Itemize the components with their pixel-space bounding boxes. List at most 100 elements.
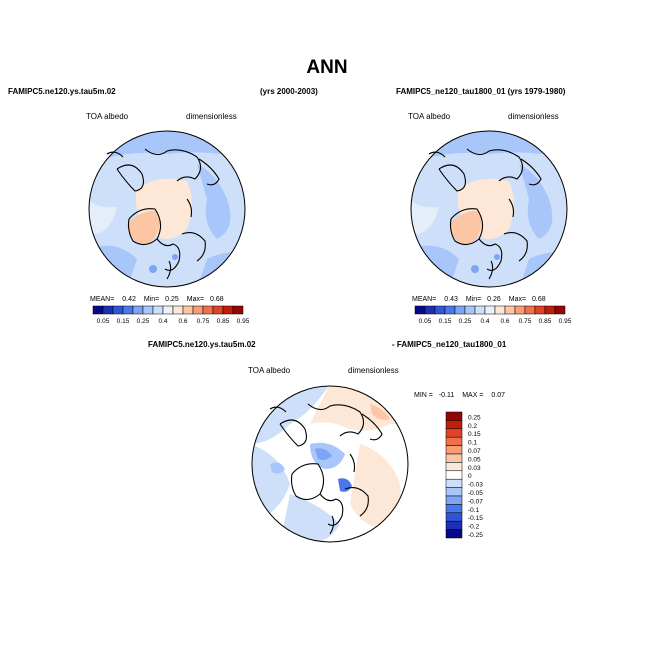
colorbar-swatch [192, 305, 204, 315]
colorbar-tick-label: -0.15 [468, 515, 483, 522]
map-coastlines [428, 148, 542, 280]
left-min-value: 0.25 [165, 296, 179, 303]
colorbar-tick-label: 0.85 [539, 318, 552, 325]
colorbar-swatch [182, 305, 194, 315]
left-case-name: FAMIPC5.ne120.ys.tau5m.02 [8, 87, 116, 96]
colorbar-swatch [152, 305, 164, 315]
colorbar-swatch [484, 305, 496, 315]
diff-min-label: MIN = [414, 392, 433, 399]
colorbar-swatch [445, 411, 463, 421]
colorbar-tick-label: 0.4 [158, 318, 167, 325]
diff-variable-label: TOA albedo [248, 366, 291, 375]
colorbar-swatch [524, 305, 536, 315]
colorbar-tick-label: -0.1 [468, 507, 480, 514]
colorbar-swatch [554, 305, 566, 315]
figure-title: ANN [306, 57, 348, 78]
colorbar-tick-label: 0.15 [117, 318, 130, 325]
left-mean-label: MEAN= [90, 296, 115, 303]
map-border [410, 130, 568, 288]
diff-max-value: 0.07 [491, 392, 505, 399]
colorbar-tick-label: 0 [468, 473, 472, 480]
colorbar-swatch [444, 305, 456, 315]
right-min-label: Min= [465, 296, 482, 303]
colorbar-swatch [445, 462, 463, 472]
colorbar-tick-label: 0.6 [178, 318, 187, 325]
colorbar-swatch [102, 305, 114, 315]
colorbar-tick-label: -0.05 [468, 490, 483, 497]
colorbar-tick-label: 0.95 [237, 318, 250, 325]
colorbar-swatch [454, 305, 466, 315]
colorbar-tick-label: 0.25 [468, 414, 481, 421]
colorbar-tick-label: 0.05 [468, 456, 481, 463]
colorbar-swatch [445, 428, 463, 438]
colorbar-swatch [232, 305, 244, 315]
colorbar-tick-label: 0.2 [468, 423, 477, 430]
colorbar-swatch [445, 436, 463, 446]
left-max-label: Max= [186, 296, 205, 303]
colorbar-tick-label: 0.85 [217, 318, 230, 325]
colorbar-swatch [445, 445, 463, 455]
colorbar-tick-label: 0.05 [97, 318, 110, 325]
left-polar-map [88, 130, 246, 288]
map-greenland [449, 210, 482, 245]
colorbar-swatch [445, 495, 463, 505]
map-greenland [127, 210, 160, 245]
map-border [88, 130, 246, 288]
left-min-label: Min= [143, 296, 160, 303]
left-stats: MEAN= 0.42 Min= 0.25 Max= 0.68 [90, 296, 224, 303]
left-colorbar: 0.05 0.15 0.25 0.4 0.6 0.75 0.85 0.95 [92, 305, 250, 325]
colorbar-tick-label: 0.95 [559, 318, 572, 325]
colorbar-tick-label: -0.25 [468, 532, 483, 539]
colorbar-tick-label: 0.15 [468, 431, 481, 438]
colorbar-tick-label: 0.25 [137, 318, 150, 325]
colorbar-swatch [445, 470, 463, 480]
colorbar-swatch [445, 504, 463, 514]
left-case-years: (yrs 2000-2003) [260, 87, 318, 96]
left-units-label: dimensionless [186, 112, 237, 121]
colorbar-tick-label: 0.07 [468, 448, 481, 455]
diff-stats: MIN = -0.11 MAX = 0.07 [414, 392, 505, 399]
colorbar-swatch [464, 305, 476, 315]
colorbar-swatch [494, 305, 506, 315]
colorbar-swatch [162, 305, 174, 315]
colorbar-swatch [414, 305, 426, 315]
diff-units-label: dimensionless [348, 366, 399, 375]
colorbar-swatch [504, 305, 516, 315]
colorbar-swatch [132, 305, 144, 315]
colorbar-swatch [92, 305, 104, 315]
right-variable-label: TOA albedo [408, 112, 451, 121]
diff-colorbar: 0.250.20.150.10.070.050.030-0.03-0.05-0.… [445, 411, 483, 539]
right-case-name: FAMIPC5_ne120_tau1800_01 (yrs 1979-1980) [396, 87, 566, 96]
colorbar-swatch [212, 305, 224, 315]
map-coastlines [269, 403, 383, 535]
colorbar-tick-label: -0.03 [468, 482, 483, 489]
colorbar-tick-label: -0.2 [468, 524, 480, 531]
colorbar-tick-label: 0.4 [480, 318, 489, 325]
right-stats: MEAN= 0.43 Min= 0.26 Max= 0.68 [412, 296, 546, 303]
right-min-value: 0.26 [487, 296, 501, 303]
colorbar-swatch [222, 305, 234, 315]
colorbar-tick-label: -0.07 [468, 498, 483, 505]
right-mean-label: MEAN= [412, 296, 437, 303]
diff-polar-map [251, 385, 409, 543]
colorbar-tick-label: 0.15 [439, 318, 452, 325]
right-colorbar: 0.05 0.15 0.25 0.4 0.6 0.75 0.85 0.95 [414, 305, 572, 325]
colorbar-swatch [202, 305, 214, 315]
colorbar-tick-label: 0.75 [197, 318, 210, 325]
colorbar-swatch [474, 305, 486, 315]
left-max-value: 0.68 [210, 296, 224, 303]
colorbar-tick-label: 0.03 [468, 465, 481, 472]
right-max-value: 0.68 [532, 296, 546, 303]
colorbar-swatch [445, 512, 463, 522]
colorbar-swatch [434, 305, 446, 315]
colorbar-tick-label: 0.1 [468, 440, 477, 447]
map-coastlines [106, 148, 220, 280]
diff-header-left: FAMIPC5.ne120.ys.tau5m.02 [148, 340, 256, 349]
colorbar-swatch [445, 487, 463, 497]
diff-min-value: -0.11 [438, 392, 455, 399]
colorbar-swatch [514, 305, 526, 315]
colorbar-swatch [445, 453, 463, 463]
left-mean-value: 0.42 [122, 296, 136, 303]
colorbar-swatch [445, 478, 463, 488]
left-variable-label: TOA albedo [86, 112, 129, 121]
